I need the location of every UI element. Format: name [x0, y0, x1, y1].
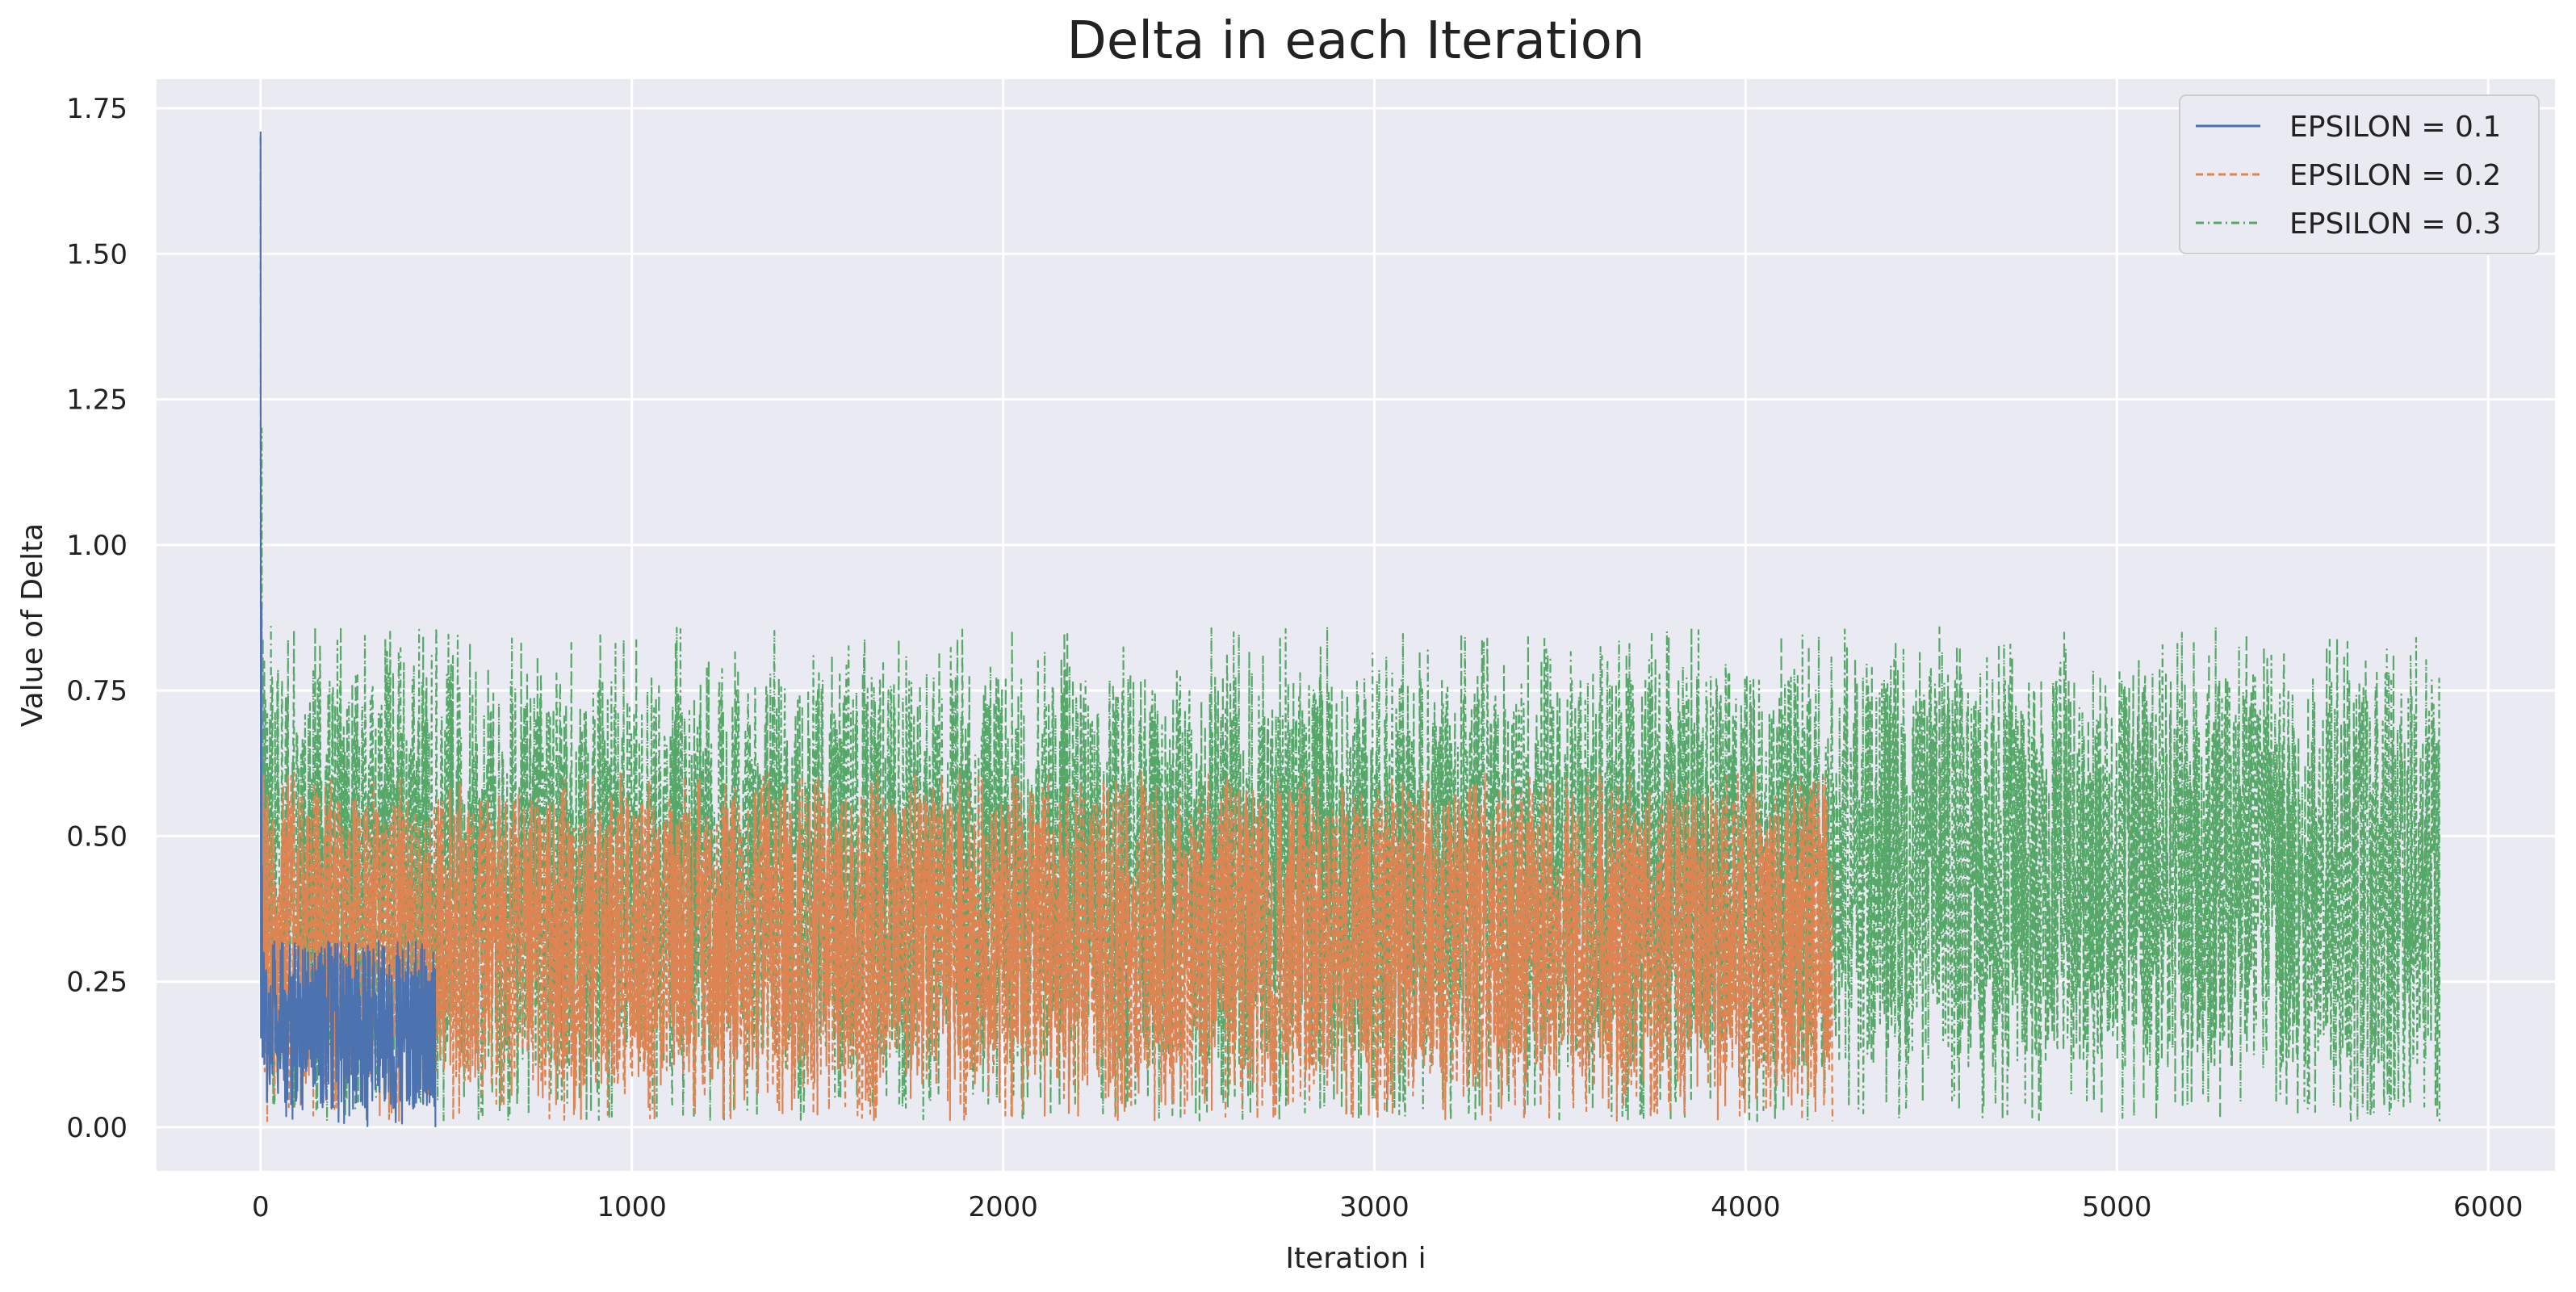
x-tick-label: 6000 — [2453, 1191, 2524, 1223]
chart-title: Delta in each Iteration — [1067, 11, 1645, 71]
legend-label: EPSILON = 0.3 — [2289, 208, 2501, 241]
y-tick-label: 1.25 — [66, 384, 128, 417]
series-line-epsilon-0-2 — [259, 137, 1834, 1122]
tick-labels: 0 1000 2000 3000 4000 5000 6000 0.00 0.25 0.50 0.7… — [66, 93, 2523, 1223]
legend-label: EPSILON = 0.1 — [2289, 111, 2501, 144]
x-tick-label: 3000 — [1339, 1191, 1409, 1223]
series-line-epsilon-0-3 — [259, 137, 2441, 1122]
y-tick-label: 0.75 — [66, 675, 128, 707]
series-line-epsilon-0-1 — [259, 131, 437, 1127]
x-tick-label: 0 — [252, 1191, 270, 1223]
legend-box — [2179, 94, 2540, 254]
legend: EPSILON = 0.1 EPSILON = 0.2 EPSILON = 0.3 — [2179, 94, 2540, 254]
y-axis-label: Value of Delta — [16, 523, 49, 728]
x-tick-label: 1000 — [597, 1191, 667, 1223]
x-axis-label: Iteration i — [1285, 1242, 1426, 1275]
y-tick-label: 0.50 — [66, 820, 128, 853]
series-layer — [259, 131, 2441, 1127]
legend-label: EPSILON = 0.2 — [2289, 159, 2501, 192]
x-tick-label: 2000 — [968, 1191, 1038, 1223]
y-tick-label: 0.25 — [66, 967, 128, 999]
y-tick-label: 1.50 — [66, 238, 128, 271]
y-tick-label: 1.00 — [66, 530, 128, 562]
y-tick-label: 1.75 — [66, 93, 128, 125]
x-tick-label: 4000 — [1711, 1191, 1781, 1223]
y-tick-label: 0.00 — [66, 1112, 128, 1144]
x-tick-label: 5000 — [2082, 1191, 2152, 1223]
